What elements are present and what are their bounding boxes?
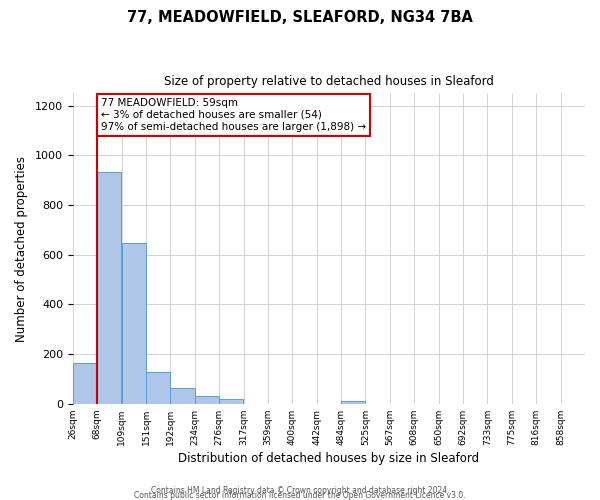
Bar — [195, 396, 219, 404]
Bar — [219, 400, 243, 404]
Title: Size of property relative to detached houses in Sleaford: Size of property relative to detached ho… — [164, 75, 494, 88]
Bar — [146, 372, 170, 404]
Y-axis label: Number of detached properties: Number of detached properties — [15, 156, 28, 342]
Bar — [341, 401, 365, 404]
Text: 77, MEADOWFIELD, SLEAFORD, NG34 7BA: 77, MEADOWFIELD, SLEAFORD, NG34 7BA — [127, 10, 473, 25]
Bar — [122, 242, 146, 404]
X-axis label: Distribution of detached houses by size in Sleaford: Distribution of detached houses by size … — [178, 452, 479, 465]
Text: 77 MEADOWFIELD: 59sqm
← 3% of detached houses are smaller (54)
97% of semi-detac: 77 MEADOWFIELD: 59sqm ← 3% of detached h… — [101, 98, 366, 132]
Bar — [170, 388, 194, 404]
Text: Contains public sector information licensed under the Open Government Licence v3: Contains public sector information licen… — [134, 490, 466, 500]
Text: Contains HM Land Registry data © Crown copyright and database right 2024.: Contains HM Land Registry data © Crown c… — [151, 486, 449, 495]
Bar — [73, 364, 97, 404]
Bar — [97, 172, 121, 404]
